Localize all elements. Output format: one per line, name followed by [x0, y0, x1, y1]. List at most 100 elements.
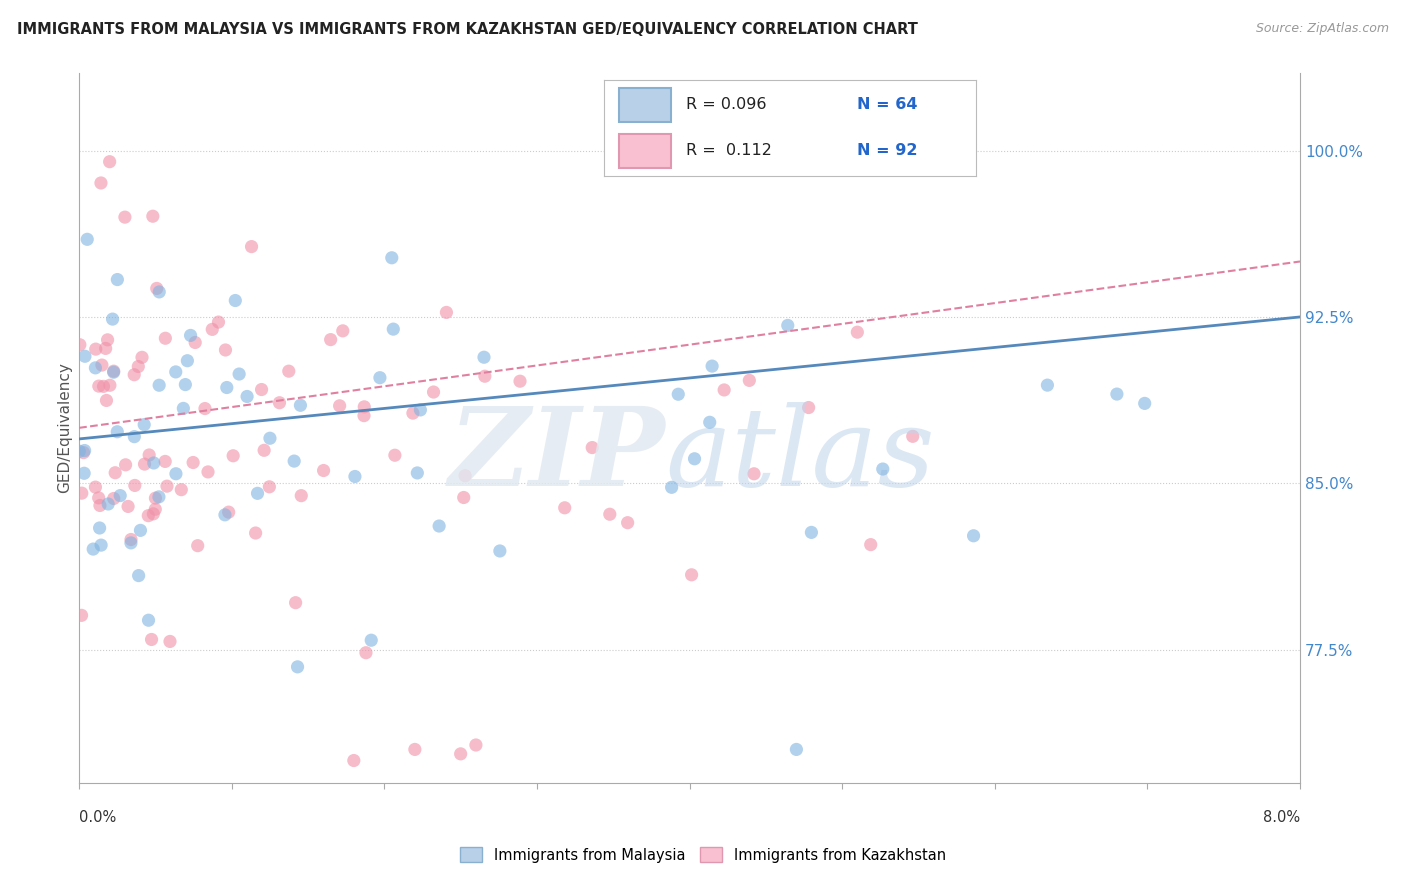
Point	[343, 754, 366, 768]
Point	[1133, 396, 1156, 410]
Point	[236, 389, 259, 403]
Point	[554, 500, 576, 515]
Point	[105, 425, 128, 439]
Point	[94, 342, 117, 356]
Point	[131, 351, 153, 365]
Point	[343, 469, 366, 483]
Point	[472, 350, 495, 364]
Point	[120, 533, 142, 547]
Point	[176, 353, 198, 368]
Point	[90, 176, 112, 190]
Point	[122, 368, 145, 382]
Point	[474, 369, 496, 384]
Point	[402, 406, 425, 420]
Point	[165, 365, 187, 379]
Point	[404, 742, 426, 756]
Point	[713, 383, 735, 397]
Point	[284, 596, 307, 610]
Point	[464, 738, 486, 752]
Point	[224, 293, 246, 308]
Point	[214, 508, 236, 522]
Point	[103, 365, 125, 379]
Point	[141, 632, 163, 647]
Point	[138, 613, 160, 627]
Point	[381, 251, 404, 265]
Point	[101, 312, 124, 326]
Point	[142, 456, 165, 470]
Point	[138, 448, 160, 462]
Point	[1105, 387, 1128, 401]
Point	[384, 448, 406, 462]
Point	[90, 538, 112, 552]
Point	[409, 403, 432, 417]
Point	[156, 479, 179, 493]
Legend: Immigrants from Malaysia, Immigrants from Kazakhstan: Immigrants from Malaysia, Immigrants fro…	[454, 841, 952, 869]
Point	[683, 451, 706, 466]
Point	[124, 430, 146, 444]
Point	[287, 660, 309, 674]
Point	[96, 393, 118, 408]
Point	[581, 441, 603, 455]
Point	[277, 364, 299, 378]
Point	[962, 529, 984, 543]
Point	[134, 417, 156, 432]
Point	[148, 378, 170, 392]
Point	[153, 454, 176, 468]
Point	[181, 456, 204, 470]
Text: atlas: atlas	[665, 402, 935, 510]
Point	[124, 478, 146, 492]
Point	[215, 380, 238, 394]
Point	[93, 379, 115, 393]
Point	[98, 154, 121, 169]
Point	[105, 272, 128, 286]
Point	[98, 378, 121, 392]
Y-axis label: GED/Equivalency: GED/Equivalency	[58, 362, 72, 493]
Point	[89, 521, 111, 535]
Point	[67, 444, 90, 458]
Point	[104, 466, 127, 480]
Point	[846, 325, 869, 339]
Point	[453, 491, 475, 505]
Point	[145, 491, 167, 505]
Point	[73, 467, 96, 481]
Point	[382, 322, 405, 336]
Text: IMMIGRANTS FROM MALAYSIA VS IMMIGRANTS FROM KAZAKHSTAN GED/EQUIVALENCY CORRELATI: IMMIGRANTS FROM MALAYSIA VS IMMIGRANTS F…	[17, 22, 918, 37]
Point	[73, 443, 96, 458]
Point	[103, 364, 125, 378]
Point	[406, 466, 429, 480]
Point	[120, 536, 142, 550]
Point	[194, 401, 217, 416]
Point	[699, 415, 721, 429]
Point	[214, 343, 236, 357]
Point	[245, 526, 267, 541]
Point	[666, 387, 689, 401]
Text: 0.0%: 0.0%	[79, 810, 117, 825]
Point	[797, 401, 820, 415]
Point	[73, 349, 96, 363]
Point	[129, 524, 152, 538]
Point	[184, 335, 207, 350]
Point	[1036, 378, 1059, 392]
Point	[509, 374, 531, 388]
Point	[87, 491, 110, 505]
Point	[165, 467, 187, 481]
Point	[681, 567, 703, 582]
Point	[201, 322, 224, 336]
Point	[127, 359, 149, 374]
Point	[143, 502, 166, 516]
Point	[269, 395, 291, 409]
Point	[207, 315, 229, 329]
Point	[259, 431, 281, 445]
Point	[901, 429, 924, 443]
Point	[616, 516, 638, 530]
Point	[253, 443, 276, 458]
Point	[450, 747, 472, 761]
Point	[246, 486, 269, 500]
Point	[180, 328, 202, 343]
Point	[128, 568, 150, 582]
Point	[661, 480, 683, 494]
Point	[700, 359, 723, 373]
Point	[329, 399, 352, 413]
Point	[427, 519, 450, 533]
Point	[136, 508, 159, 523]
